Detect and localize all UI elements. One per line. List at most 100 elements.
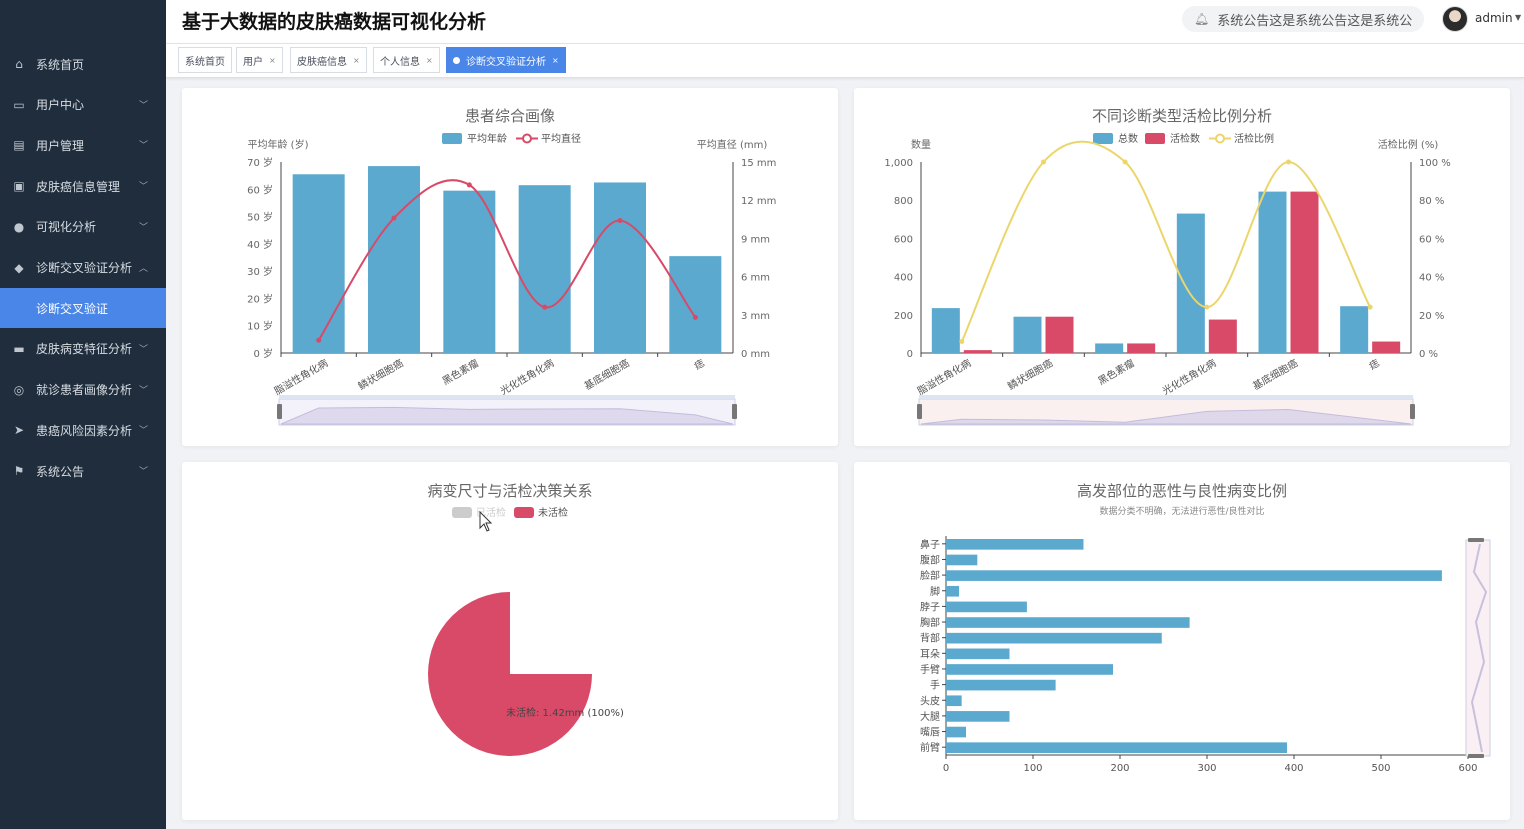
sidebar-item-1[interactable]: ▭ 用户中心 ﹀ <box>0 85 166 125</box>
tab-1[interactable]: 用户 × <box>236 47 283 73</box>
sidebar-item-label: 诊断交叉验证 <box>36 301 109 316</box>
sidebar-item-10[interactable]: ⚑ 系统公告 ﹀ <box>0 451 166 491</box>
zoom-shadow <box>920 408 1412 425</box>
sidebar-item-8[interactable]: ◎ 就诊患者画像分析 ﹀ <box>0 370 166 410</box>
y-tick-label-right: 40 % <box>1419 273 1444 284</box>
sidebar-item-2[interactable]: ▤ 用户管理 ﹀ <box>0 125 166 165</box>
bar <box>946 632 1162 644</box>
page-title: 基于大数据的皮肤癌数据可视化分析 <box>182 11 487 33</box>
notice-text: 系统公告这是系统公告这是系统公 <box>1217 13 1413 29</box>
y-tick-label: 背部 <box>920 632 940 645</box>
line-point <box>1367 304 1373 310</box>
sidebar-item-label: 患癌风险因素分析 <box>36 423 133 438</box>
y-tick-label-right: 3 mm <box>741 311 770 322</box>
y-tick-label: 20 岁 <box>247 292 273 305</box>
chevron-down-icon: ﹀ <box>138 141 148 152</box>
sidebar-item-6[interactable]: 诊断交叉验证 <box>0 288 166 329</box>
close-icon[interactable]: × <box>269 55 276 65</box>
notice-bar[interactable]: 🔔︎ 系统公告这是系统公告这是系统公 <box>1182 6 1424 32</box>
x-tick-label: 400 <box>1284 763 1303 774</box>
x-tick-label: 300 <box>1197 763 1216 774</box>
sidebar-item-7[interactable]: ▬ 皮肤病变特征分析 ﹀ <box>0 329 166 369</box>
x-tick-label: 光化性角化病 <box>498 356 556 397</box>
chart-panel-size-biopsy: 病变尺寸与活检决策关系 已活检 未活检 未活检: 1.42mm (100%) <box>182 462 838 820</box>
x-tick-label: 200 <box>1110 763 1129 774</box>
tab-0[interactable]: 系统首页 <box>178 47 232 73</box>
tab-label: 个人信息 <box>380 56 420 68</box>
y-tick-label: 大腿 <box>920 710 940 723</box>
bar <box>1340 306 1369 353</box>
caret-down-icon[interactable]: ▼ <box>1515 13 1522 22</box>
tab-3[interactable]: 个人信息 × <box>373 47 440 73</box>
zoom-handle-right <box>1410 404 1415 419</box>
y-tick-label: 0 岁 <box>253 347 273 360</box>
sidebar-item-0[interactable]: ⌂ 系统首页 <box>0 44 166 84</box>
x-tick-label: 基底细胞癌 <box>1250 356 1300 392</box>
close-icon[interactable]: × <box>552 55 559 65</box>
sidebar-item-label: 可视化分析 <box>36 220 97 235</box>
x-tick-label: 痣 <box>1367 356 1382 372</box>
x-tick-label: 600 <box>1458 763 1477 774</box>
tab-4[interactable]: 诊断交叉验证分析 × <box>446 47 566 73</box>
x-tick-label: 光化性角化病 <box>1160 356 1218 397</box>
legend-label: 平均年龄 <box>467 132 507 145</box>
target-icon: ◎ <box>13 382 25 397</box>
briefcase-icon: ▬ <box>13 341 25 356</box>
chart-title: 不同诊断类型活检比例分析 <box>1091 107 1272 125</box>
y-axis-title-left: 数量 <box>911 138 931 151</box>
zoom-slider-bar <box>279 395 735 399</box>
tab-2[interactable]: 皮肤癌信息 × <box>290 47 367 73</box>
legend-swatch-disabled <box>452 507 472 518</box>
bar <box>443 190 496 353</box>
x-tick-label: 痣 <box>692 356 707 372</box>
close-icon[interactable]: × <box>426 55 433 65</box>
bar <box>931 308 960 353</box>
bar <box>946 679 1056 691</box>
zoom-slider-bar <box>919 395 1413 399</box>
legend-label: 总数 <box>1118 132 1138 145</box>
pie-slice <box>428 592 592 756</box>
bar <box>946 617 1190 628</box>
tab-label: 用户 <box>243 56 263 68</box>
x-tick-label: 脂溢性角化病 <box>272 356 330 397</box>
chart-panel-site-ratio: 高发部位的恶性与良性病变比例 数据分类不明确，无法进行恶性/良性对比 鼻子 腹部脸… <box>854 462 1510 820</box>
line-point <box>1041 159 1046 165</box>
header: 基于大数据的皮肤癌数据可视化分析 🔔︎ 系统公告这是系统公告这是系统公 admi… <box>166 0 1524 44</box>
y-tick-label: 50 岁 <box>247 211 273 224</box>
chart-patient-profile[interactable]: 平均年龄 平均直径 平均年龄 (岁) 平均直径 (mm) 0 岁 10 岁 20 岁 30 岁… <box>182 88 838 446</box>
y-tick-label-right: 9 mm <box>741 234 770 245</box>
line-point <box>391 215 397 221</box>
sidebar-item-9[interactable]: ➤ 患癌风险因素分析 ﹀ <box>0 410 166 450</box>
legend-label: 平均直径 <box>541 132 581 145</box>
sidebar-item-5[interactable]: ◆ 诊断交叉验证分析 ︿ <box>0 248 166 288</box>
username[interactable]: admin <box>1475 11 1513 25</box>
bar <box>1372 341 1401 353</box>
mouse-cursor-icon <box>479 510 493 532</box>
chevron-down-icon: ﹀ <box>138 182 148 193</box>
legend-swatch <box>1145 133 1165 144</box>
zoom-handle-right <box>732 404 737 419</box>
line-point <box>466 182 472 188</box>
zoom-slider <box>1465 539 1491 757</box>
sidebar-item-4[interactable]: ● 可视化分析 ﹀ <box>0 207 166 247</box>
y-tick-label-right: 0 % <box>1419 349 1438 360</box>
x-tick-label: 鳞状细胞癌 <box>1005 356 1055 392</box>
x-tick-label: 黑色素瘤 <box>1096 356 1137 387</box>
y-tick-label-right: 15 mm <box>741 158 776 169</box>
sidebar: ⌂ 系统首页 ▭ 用户中心 ﹀ ▤ 用户管理 ﹀ ▣ 皮肤癌信息管理 ﹀ ● 可视化分析 ﹀ ◆ 诊断交叉验证… <box>0 0 166 829</box>
y-tick-label: 胸部 <box>920 616 940 629</box>
zoom-handle-left <box>277 404 282 419</box>
chart-biopsy-ratio[interactable]: 总数 活检数 活检比例 数量 活检比例 (%) 0 200 400 600 800 1,000 0 %… <box>854 88 1510 446</box>
sidebar-item-label: 用户管理 <box>36 138 85 153</box>
chart-subtitle: 数据分类不明确，无法进行恶性/良性对比 <box>1099 507 1265 517</box>
bell-icon: 🔔︎ <box>1194 12 1210 26</box>
avatar[interactable] <box>1442 6 1468 32</box>
bar <box>1013 316 1042 353</box>
sidebar-item-3[interactable]: ▣ 皮肤癌信息管理 ﹀ <box>0 166 166 206</box>
chart-panel-patient-profile: 患者综合画像 平均年龄 平均直径 平均年龄 (岁) 平均直径 (mm) 0 岁 10 岁 2… <box>182 88 838 446</box>
legend-swatch <box>514 507 534 518</box>
close-icon[interactable]: × <box>353 55 360 65</box>
line-point <box>959 339 965 345</box>
